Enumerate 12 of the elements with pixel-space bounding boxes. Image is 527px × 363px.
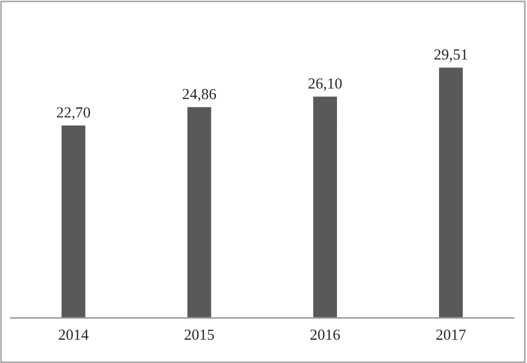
bar <box>60 124 87 318</box>
bar <box>438 66 464 318</box>
data-label: 24,86 <box>182 88 216 102</box>
bar <box>312 95 338 318</box>
data-label: 29,51 <box>434 49 468 62</box>
x-tick-label: 2014 <box>58 330 88 340</box>
bar <box>186 106 213 318</box>
x-tick-label: 2015 <box>184 330 214 340</box>
data-label: 26,10 <box>308 78 342 91</box>
x-tick-label: 2016 <box>310 330 340 340</box>
data-label: 22,70 <box>56 107 90 120</box>
x-tick-label: 2017 <box>436 330 466 340</box>
